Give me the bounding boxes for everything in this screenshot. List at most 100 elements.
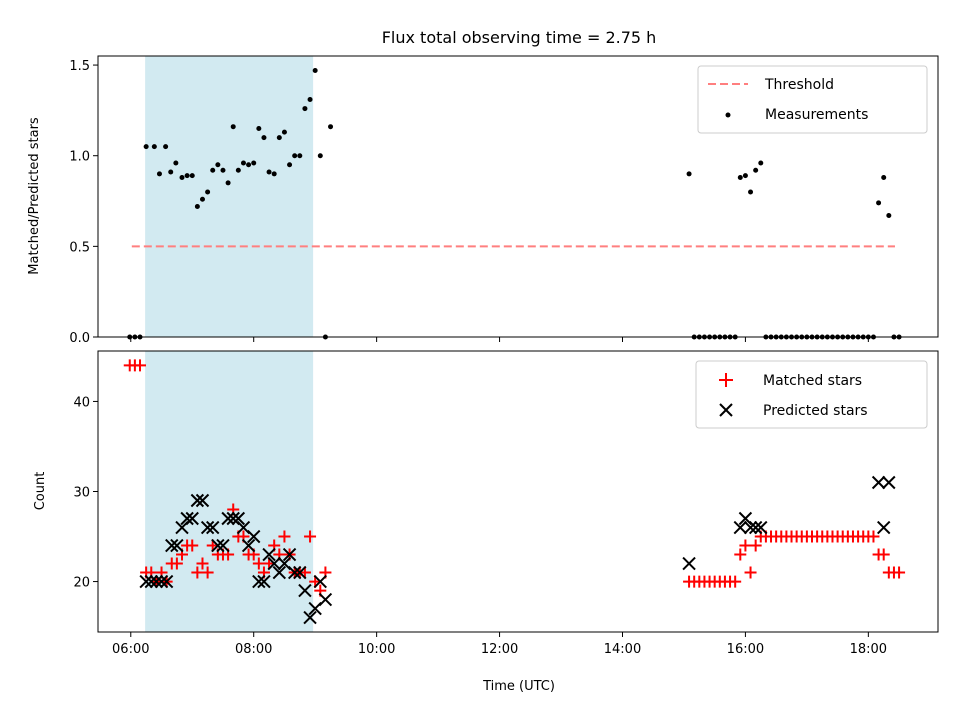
predicted-star-point	[282, 547, 297, 562]
predicted-star-point	[293, 565, 307, 580]
matched-star-point	[196, 557, 209, 570]
predicted-star-point	[139, 574, 153, 589]
bottom-y-axis-label: Count	[33, 472, 48, 511]
matched-star-point	[744, 566, 757, 579]
measurement-point	[184, 173, 190, 179]
measurement-point	[163, 144, 169, 150]
predicted-star-point	[159, 574, 174, 589]
measurement-point	[297, 153, 303, 159]
predicted-star-point	[298, 583, 312, 598]
x-tick-label: 12:00	[481, 642, 518, 657]
legend-measurements-swatch	[725, 112, 731, 118]
measurement-point	[230, 124, 236, 130]
predicted-star-point	[733, 520, 748, 535]
predicted-star-point	[303, 610, 317, 625]
measurement-point	[205, 189, 211, 195]
measurement-point	[143, 144, 149, 150]
legend-threshold-label: Threshold	[764, 77, 834, 93]
top-y-axis-label: Matched/Predicted stars	[27, 117, 42, 275]
measurement-point	[173, 160, 179, 166]
measurement-point	[168, 169, 174, 175]
predicted-star-point	[200, 520, 215, 535]
bottom-shaded-interval	[145, 351, 314, 632]
legend-matched-label: Matched stars	[763, 373, 862, 389]
top-y-ticks: 0.0 0.5 1.0 1.5	[69, 59, 98, 346]
measurement-point	[328, 124, 334, 130]
measurement-point	[302, 106, 308, 112]
measurement-point	[281, 129, 287, 135]
measurement-point	[748, 189, 754, 195]
measurement-point	[276, 135, 282, 141]
matched-star-point	[739, 539, 752, 552]
measurement-point	[271, 171, 277, 177]
measurement-point	[256, 126, 262, 132]
bottom-x-ticks: 06:00 08:00 10:00 12:00 14:00 16:00 18:00	[112, 632, 887, 657]
matched-star-point	[191, 566, 204, 579]
top-legend-box	[697, 65, 928, 134]
predicted-star-point	[882, 475, 896, 490]
predicted-star-point	[313, 574, 328, 589]
predicted-star-point	[871, 475, 886, 490]
x-tick-label: 10:00	[358, 642, 395, 657]
bottom-legend: Matched stars Predicted stars	[695, 360, 928, 429]
chart-title: Flux total observing time = 2.75 h	[382, 28, 657, 47]
measurement-point	[225, 180, 231, 186]
measurement-point	[317, 153, 323, 159]
matched-star-point	[749, 539, 762, 552]
bottom-legend-box	[695, 360, 928, 429]
measurement-point	[881, 174, 887, 180]
legend-matched-swatch	[719, 373, 733, 387]
measurement-point	[758, 160, 764, 166]
measurement-point	[210, 167, 216, 173]
predicted-star-point	[754, 520, 768, 535]
matched-star-point	[134, 359, 146, 372]
matched-star-point	[867, 530, 880, 543]
matched-star-point	[734, 548, 747, 561]
predicted-star-point	[318, 592, 333, 607]
y-tick-label: 0.5	[69, 240, 90, 255]
legend-measurements-label: Measurements	[765, 107, 868, 123]
matched-star-point	[170, 557, 183, 570]
predicted-star-point	[682, 556, 696, 571]
predicted-star-point	[165, 538, 179, 553]
predicted-star-point	[748, 520, 763, 535]
predicted-star-point	[231, 511, 246, 526]
measurement-point	[235, 167, 241, 173]
predicted-star-point	[257, 574, 271, 589]
matched-star-point	[186, 539, 199, 552]
x-tick-label: 18:00	[850, 642, 887, 657]
predicted-star-point	[170, 538, 184, 553]
matched-star-point	[252, 557, 265, 570]
matched-star-point	[278, 530, 291, 543]
measurement-point	[199, 196, 205, 202]
y-tick-label: 1.0	[69, 150, 90, 165]
x-tick-label: 06:00	[112, 642, 149, 657]
predicted-star-point	[195, 493, 210, 508]
predicted-star-point	[272, 565, 287, 580]
y-tick-label: 40	[73, 395, 90, 410]
predicted-star-point	[149, 574, 164, 589]
x-tick-label: 14:00	[604, 642, 641, 657]
predicted-star-point	[287, 565, 302, 580]
predicted-star-point	[185, 511, 199, 526]
predicted-star-point	[154, 574, 169, 589]
matched-star-point	[893, 566, 906, 579]
predicted-star-point	[216, 538, 230, 553]
predicted-star-point	[267, 556, 281, 571]
matched-star-point	[201, 566, 214, 579]
measurement-point	[151, 144, 157, 150]
legend-predicted-label: Predicted stars	[763, 403, 868, 419]
measurement-point	[194, 203, 200, 209]
predicted-star-point	[252, 574, 266, 589]
matched-star-point	[729, 575, 742, 588]
predicted-star-point	[221, 511, 235, 526]
y-tick-label: 1.5	[69, 59, 90, 74]
measurement-point	[266, 169, 272, 175]
measurement-point	[261, 135, 267, 141]
predicted-star-point	[180, 511, 194, 526]
measurement-point	[737, 174, 743, 180]
predicted-star-point	[190, 493, 205, 508]
top-shaded-interval	[145, 56, 314, 337]
x-tick-label: 16:00	[727, 642, 764, 657]
